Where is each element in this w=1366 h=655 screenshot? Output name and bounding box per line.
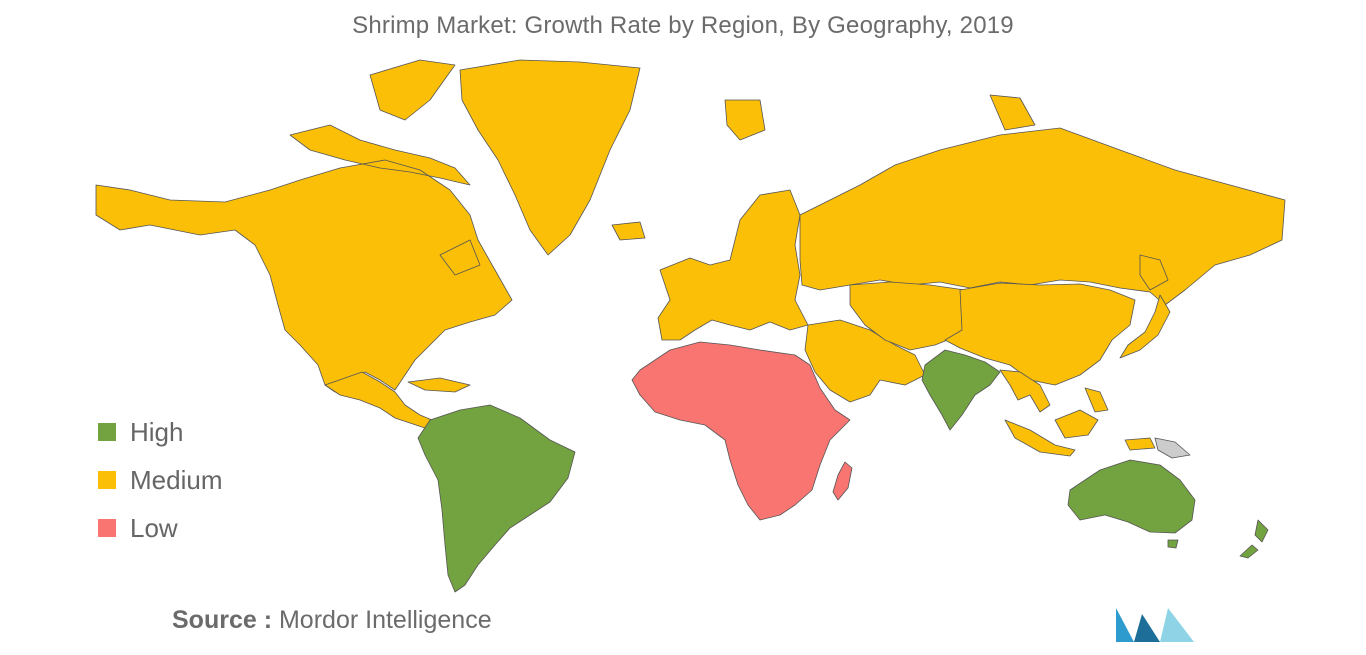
region-north-america <box>95 59 513 393</box>
legend-item-medium: Medium <box>98 456 222 504</box>
logo-shape-left <box>1116 608 1134 642</box>
region-africa <box>631 341 851 521</box>
region-southeast-asia <box>999 369 1156 457</box>
logo-shape-mid <box>1134 614 1160 642</box>
region-europe <box>657 99 809 341</box>
region-japan <box>1119 294 1171 359</box>
legend-swatch-high <box>98 423 116 441</box>
region-south-america <box>417 404 576 593</box>
region-papua-new-guinea <box>1154 437 1191 459</box>
legend-item-low: Low <box>98 504 222 552</box>
region-new-zealand <box>1239 519 1269 559</box>
map-title: Shrimp Market: Growth Rate by Region, By… <box>352 12 1014 39</box>
logo-shape-right <box>1160 608 1194 642</box>
legend-label-medium: Medium <box>130 464 223 495</box>
legend-label-high: High <box>130 416 184 447</box>
region-russia <box>799 94 1286 306</box>
region-australia <box>1067 459 1196 549</box>
legend-item-high: High <box>98 408 222 456</box>
legend-swatch-medium <box>98 471 116 489</box>
region-china <box>944 254 1169 386</box>
source-value: Mordor Intelligence <box>278 606 492 634</box>
region-india <box>921 349 1001 431</box>
mordor-logo-icon <box>1116 608 1194 642</box>
region-greenland <box>459 59 646 256</box>
source-label: Source : <box>172 606 273 634</box>
legend-label-low: Low <box>130 512 178 543</box>
legend-swatch-low <box>98 519 116 537</box>
region-middle-east <box>804 319 926 403</box>
region-madagascar <box>832 461 853 501</box>
source-line: Source : Mordor Intelligence <box>172 606 492 635</box>
legend: High Medium Low <box>98 408 222 552</box>
